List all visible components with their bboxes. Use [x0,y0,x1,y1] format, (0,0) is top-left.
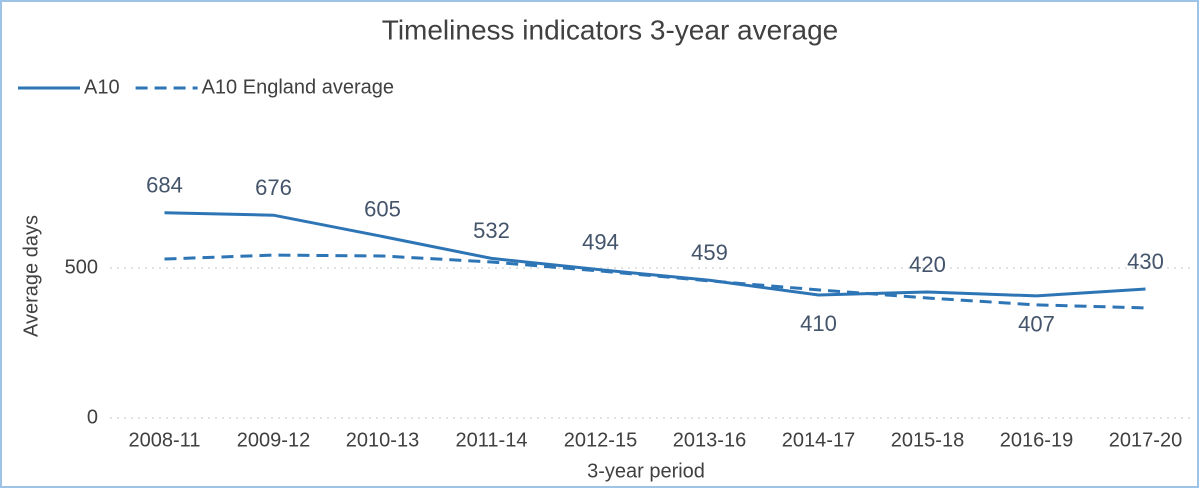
x-tick-label: 2010-13 [346,429,419,451]
data-label: 407 [1018,312,1055,337]
data-label: 676 [255,175,292,200]
x-tick-label: 2009-12 [237,429,310,451]
data-label: 420 [909,252,946,277]
series-line [164,211,1146,298]
data-label: 605 [364,196,401,221]
x-tick-label: 2016-19 [1000,429,1073,451]
series-line [164,253,1146,310]
chart-title: Timeliness indicators 3-year average [382,14,839,45]
x-tick-label: 2014-17 [782,429,855,451]
x-tick-label: 2011-14 [456,429,528,451]
y-axis-label: Average days [20,215,42,337]
x-axis-label: 3-year period [587,460,705,482]
x-tick-label: 2015-18 [891,429,964,451]
data-label: 532 [473,218,510,243]
data-label: 459 [691,240,728,265]
x-tick-label: 2017-20 [1109,429,1182,451]
y-tick-label: 500 [65,256,98,278]
x-tick-label: 2012-15 [564,429,637,451]
data-label: 494 [582,230,619,255]
data-label: 410 [800,311,837,336]
legend-label: A10 England average [202,76,394,98]
data-label: 430 [1127,249,1164,274]
legend-label: A10 [84,76,120,98]
x-tick-label: 2008-11 [129,429,201,451]
y-tick-label: 0 [87,406,98,428]
data-label: 684 [146,173,183,198]
x-tick-label: 2013-16 [673,429,746,451]
